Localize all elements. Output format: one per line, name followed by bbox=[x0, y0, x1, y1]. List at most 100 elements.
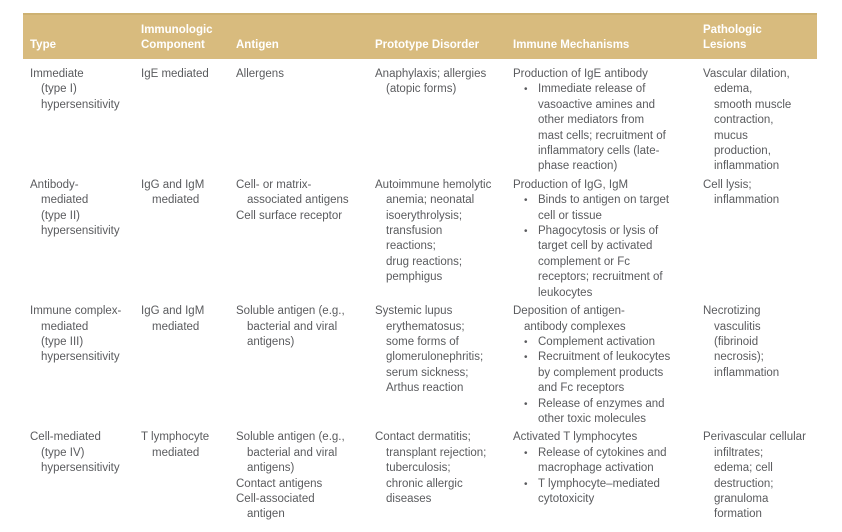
cell-line: • Immediate release of bbox=[513, 82, 699, 97]
cell-line: Cell lysis; bbox=[703, 178, 752, 191]
cell-line: IgE mediated bbox=[141, 68, 209, 80]
cell-line: antigen bbox=[247, 508, 285, 521]
cell-line: mediated bbox=[41, 194, 89, 207]
column-header-immune-mechanisms: Immune Mechanisms bbox=[513, 13, 703, 59]
cell-line: transplant rejection; bbox=[386, 446, 487, 459]
cell-line: chronic allergic bbox=[386, 477, 463, 490]
cell-prototype: Anaphylaxis; allergies (atopic forms) bbox=[375, 59, 513, 175]
cell-line: mast cells; recruitment of bbox=[538, 129, 666, 142]
cell-line: diseases bbox=[386, 492, 432, 505]
cell-line: Vascular dilation, bbox=[703, 68, 790, 80]
cell-line: glomerulonephritis; bbox=[386, 351, 484, 364]
cell-line: Necrotizing bbox=[703, 305, 761, 318]
cell-line: mediated bbox=[152, 446, 200, 459]
cell-line: • Release of cytokines and bbox=[513, 446, 699, 461]
cell-immune: Production of IgG, IgM • Binds to antigen … bbox=[513, 175, 703, 301]
cell-line: (type I) bbox=[41, 83, 77, 96]
bullet-text: Complement activation bbox=[538, 335, 655, 348]
cell-line: antigens) bbox=[247, 462, 295, 475]
table-row: Antibody-mediated (type II) hypersensitivi… bbox=[23, 175, 817, 301]
header-row: Type Immunologic Component Antigen Proto… bbox=[23, 13, 817, 59]
cell-line: Soluble antigen (e.g., bbox=[236, 305, 345, 318]
cell-line: Antibody- bbox=[30, 178, 79, 191]
cell-type: Antibody-mediated (type II) hypersensitivi… bbox=[23, 175, 141, 301]
cell-line: receptors; recruitment of bbox=[538, 271, 663, 284]
cell-line: (type IV) bbox=[41, 446, 85, 459]
cell-line: Cell- or matrix- bbox=[236, 178, 312, 191]
cell-pathologic: Perivascular cellular infiltrates; edema; … bbox=[703, 427, 817, 522]
cell-immunologic: IgG and IgM mediated bbox=[141, 301, 236, 427]
cell-line: IgG and IgM bbox=[141, 305, 205, 318]
cell-line: associated antigens bbox=[247, 194, 349, 207]
cell-line: • Phagocytosis or lysis of bbox=[513, 224, 699, 239]
cell-line: (type III) bbox=[41, 335, 84, 348]
cell-antigen: Soluble antigen (e.g., bacterial and vira… bbox=[236, 301, 375, 427]
cell-line: inflammation bbox=[714, 160, 780, 173]
cell-line: • T lymphocyte–mediated bbox=[513, 477, 699, 492]
cell-line: Soluble antigen (e.g., bbox=[236, 431, 345, 444]
cell-line: inflammation bbox=[714, 366, 780, 379]
table-row: Cell-mediated (type IV) hypersensitivity T … bbox=[23, 427, 817, 522]
cell-line: edema; cell bbox=[714, 462, 773, 475]
cell-line: Autoimmune hemolytic bbox=[375, 178, 492, 191]
cell-line: cytotoxicity bbox=[538, 492, 595, 505]
cell-antigen: Cell- or matrix-associated antigens Cell … bbox=[236, 175, 375, 301]
cell-type: Immediate (type I) hypersensitivity bbox=[23, 59, 141, 175]
bullet-icon: • bbox=[524, 478, 528, 490]
cell-line: necrosis); bbox=[714, 351, 764, 364]
cell-line: bacterial and viral bbox=[247, 446, 338, 459]
cell-immunologic: IgE mediated bbox=[141, 59, 236, 175]
cell-line: Arthus reaction bbox=[386, 382, 464, 395]
cell-line: granuloma bbox=[714, 492, 769, 505]
cell-line: Deposition of antigen- bbox=[513, 305, 625, 318]
cell-line: vasculitis bbox=[714, 320, 761, 333]
cell-line: production, bbox=[714, 145, 771, 158]
cell-line: • Recruitment of leukocytes bbox=[513, 350, 699, 365]
cell-line: mucus bbox=[714, 129, 748, 142]
cell-antigen: Allergens bbox=[236, 59, 375, 175]
bullet-icon: • bbox=[524, 352, 528, 364]
bullet-text: Immediate release of bbox=[538, 83, 646, 96]
cell-line: cell or tissue bbox=[538, 209, 602, 222]
cell-line: Anaphylaxis; allergies bbox=[375, 68, 487, 80]
cell-line: some forms of bbox=[386, 335, 459, 348]
cell-line: other toxic molecules bbox=[538, 412, 647, 425]
bullet-text: Phagocytosis or lysis of bbox=[538, 225, 659, 238]
cell-line: mediated bbox=[41, 320, 89, 333]
cell-line: Contact dermatitis; bbox=[375, 431, 471, 444]
cell-line: infiltrates; bbox=[714, 446, 764, 459]
cell-line: inflammatory cells (late- bbox=[538, 145, 660, 158]
cell-line: Production of IgE antibody bbox=[513, 68, 648, 80]
cell-line: hypersensitivity bbox=[41, 98, 120, 111]
cell-line: (type II) bbox=[41, 209, 80, 222]
column-header-type: Type bbox=[23, 13, 141, 59]
cell-pathologic: Cell lysis; inflammation bbox=[703, 175, 817, 301]
cell-prototype: Contact dermatitis; transplant rejection;… bbox=[375, 427, 513, 522]
cell-line: Cell surface receptor bbox=[236, 209, 343, 222]
cell-line: tuberculosis; bbox=[386, 462, 451, 475]
cell-line: macrophage activation bbox=[538, 462, 654, 475]
table-row: Immune complex-mediated (type III) hyperse… bbox=[23, 301, 817, 427]
cell-antigen: Soluble antigen (e.g., bacterial and vira… bbox=[236, 427, 375, 522]
cell-line: mediated bbox=[152, 194, 200, 207]
cell-line: Immune complex- bbox=[30, 305, 122, 318]
cell-line: IgG and IgM bbox=[141, 178, 205, 191]
cell-line: erythematosus; bbox=[386, 320, 465, 333]
column-header-prototype-disorder: Prototype Disorder bbox=[375, 13, 513, 59]
cell-line: destruction; bbox=[714, 477, 774, 490]
cell-pathologic: Necrotizing vasculitis (fibrinoid necrosis)… bbox=[703, 301, 817, 427]
cell-line: hypersensitivity bbox=[41, 351, 120, 364]
cell-line: edema, bbox=[714, 83, 753, 96]
cell-line: serum sickness; bbox=[386, 366, 469, 379]
cell-immune: Deposition of antigen-antibody complexes… bbox=[513, 301, 703, 427]
cell-line: • Binds to antigen on target bbox=[513, 193, 699, 208]
cell-prototype: Systemic lupus erythematosus; some forms o… bbox=[375, 301, 513, 427]
cell-pathologic: Vascular dilation, edema, smooth muscle con… bbox=[703, 59, 817, 175]
cell-line: (atopic forms) bbox=[386, 83, 457, 96]
cell-line: complement or Fc bbox=[538, 255, 631, 268]
cell-immune: Production of IgE antibody • Immediate rel… bbox=[513, 59, 703, 175]
bullet-text: Recruitment of leukocytes bbox=[538, 351, 671, 364]
cell-line: pemphigus bbox=[386, 271, 443, 284]
cell-line: smooth muscle bbox=[714, 98, 792, 111]
